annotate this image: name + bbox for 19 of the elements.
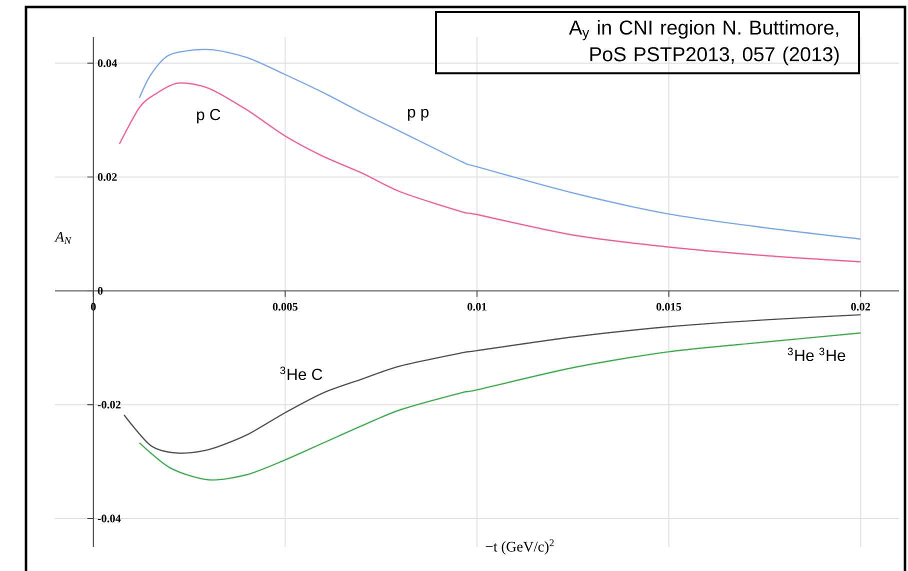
- x-tick-label: 0.01: [468, 302, 486, 311]
- series-label: $^{3}$He $^{3}$He: [788, 348, 846, 362]
- x-tick-label: 0.015: [656, 302, 682, 311]
- series-label: $^{3}$He C: [280, 366, 322, 380]
- y-tick-label: -0.02: [98, 400, 121, 409]
- line-series: [138, 332, 862, 481]
- series-label: p C: [197, 108, 220, 124]
- y-tick-label: 0.02: [98, 173, 117, 181]
- annotation: A$_{y}$ in CNI region N. Buttimore, PoS PSTP2013, 057 (2013): [568, 20, 839, 66]
- y-axis-title: A$_{N}$: [54, 232, 72, 244]
- y-tick-label: 0.04: [98, 59, 118, 68]
- x-tick-label: 0.005: [272, 302, 298, 311]
- line-series: [138, 48, 862, 240]
- y-tick-label: -0.04: [98, 514, 121, 522]
- line-series: [123, 314, 862, 454]
- series-label: p p: [408, 108, 429, 121]
- line-series: [118, 82, 862, 262]
- x-tick-label: 0.02: [851, 302, 870, 311]
- x-axis-title: −t (GeV/c)$^{2}$: [486, 539, 554, 555]
